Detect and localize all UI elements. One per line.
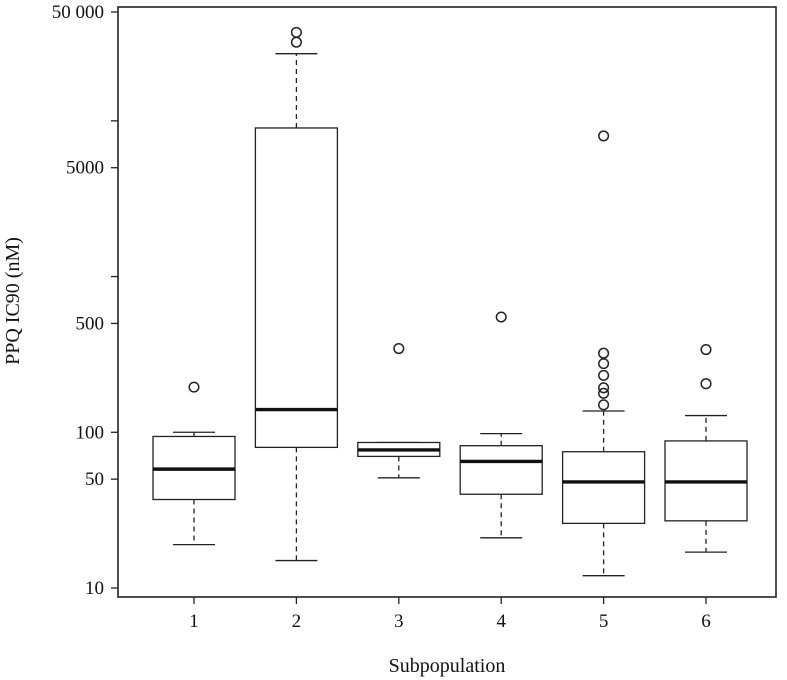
outlier-point xyxy=(188,381,200,393)
outlier-point xyxy=(700,378,712,390)
box-group-4 xyxy=(459,311,543,539)
outlier-point xyxy=(700,343,712,356)
outlier-point xyxy=(598,347,610,359)
box xyxy=(459,445,543,495)
outlier-point xyxy=(598,399,610,411)
box-group-5 xyxy=(561,130,646,577)
y-axis-title: PPQ IC90 (nM) xyxy=(2,237,24,365)
x-tick-label: 2 xyxy=(292,611,302,632)
x-tick-label: 3 xyxy=(394,611,404,632)
outlier-point xyxy=(495,311,507,323)
y-axis: 10 50 100 500 5000 50 000 xyxy=(52,2,118,599)
outlier-point xyxy=(393,342,405,355)
plot-frame xyxy=(117,6,777,598)
x-tick-label: 5 xyxy=(599,611,609,632)
y-tick-label: 100 xyxy=(76,422,105,443)
y-tick-label: 5000 xyxy=(66,158,104,179)
box-group-1 xyxy=(152,381,236,546)
outlier-point xyxy=(598,382,610,394)
box-group-3 xyxy=(357,342,441,479)
outlier-point xyxy=(290,36,302,48)
box-group-2 xyxy=(254,26,339,562)
box-series xyxy=(152,26,748,577)
y-tick-label: 500 xyxy=(76,313,105,334)
x-tick-label: 4 xyxy=(496,611,506,632)
box xyxy=(561,451,646,525)
outlier-point xyxy=(598,130,610,142)
x-axis: 1 2 3 4 5 6 xyxy=(189,597,711,632)
outlier-point xyxy=(598,369,610,381)
y-tick-label: 50 000 xyxy=(52,2,104,23)
y-tick-label: 50 xyxy=(85,469,104,490)
outlier-point xyxy=(598,358,610,370)
y-tick-label: 10 xyxy=(85,578,104,599)
outlier-point xyxy=(290,26,302,38)
box xyxy=(254,127,339,449)
outlier-point xyxy=(598,387,610,399)
x-axis-title: Subpopulation xyxy=(389,655,506,677)
box-group-6 xyxy=(664,343,748,553)
x-tick-label: 1 xyxy=(189,611,199,632)
x-tick-label: 6 xyxy=(701,611,711,632)
